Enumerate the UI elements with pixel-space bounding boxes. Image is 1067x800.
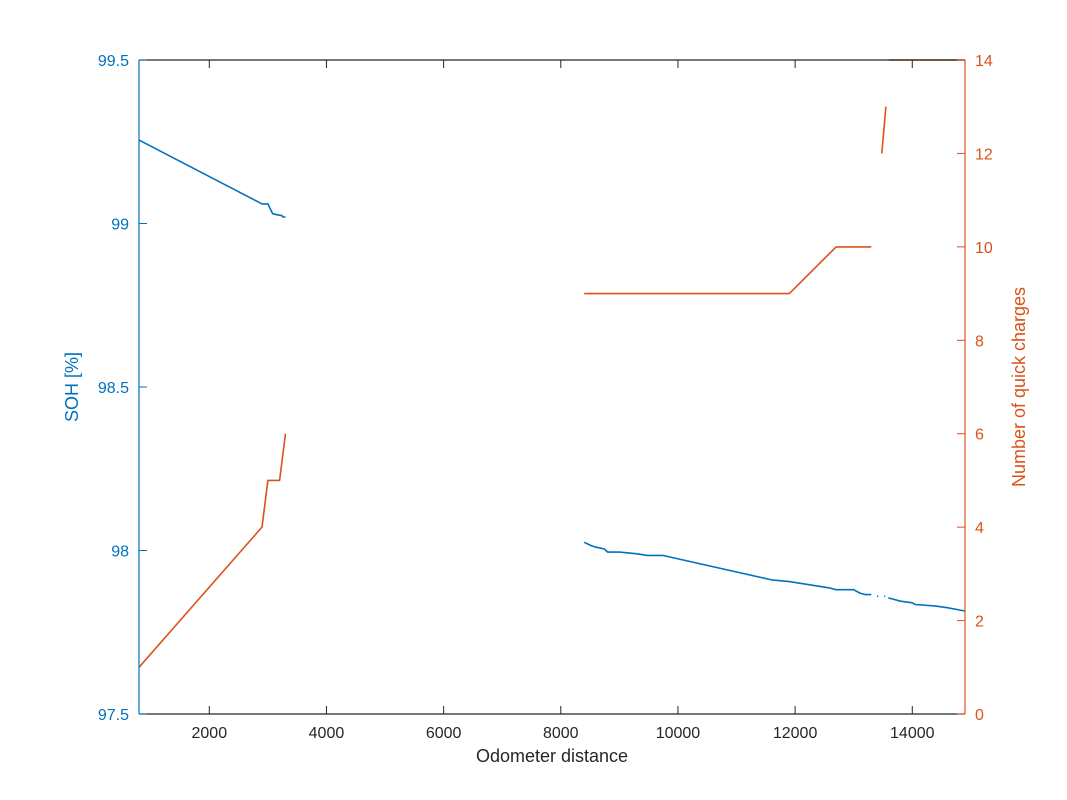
x-axis-label: Odometer distance [476,746,628,766]
y-left-tick-label: 99.5 [98,53,129,70]
y-right-axis-label: Number of quick charges [1009,287,1029,487]
y-left-tick-label: 98 [111,544,129,561]
y-right-tick-label: 6 [975,427,984,444]
x-axis-ticks: 2000 4000 6000 8000 10000 12000 14000 [192,60,935,742]
soh-line-segment-4 [888,597,966,612]
y-right-tick-label: 12 [975,146,993,163]
y-left-tick-label: 97.5 [98,707,129,724]
y-left-axis-label: SOH [%] [62,352,82,422]
x-tick-label: 14000 [890,725,935,742]
plot-area [139,60,965,714]
quick-charges-line-segment-2 [881,106,887,154]
y-right-tick-label: 0 [975,707,984,724]
y-left-tick-label: 99 [111,217,129,234]
y-right-tick-label: 4 [975,520,984,537]
y-right-axis-ticks: 0 2 4 6 8 10 12 14 [957,53,993,724]
y-left-axis-ticks: 97.5 98 98.5 99 99.5 [98,53,147,724]
series-layer [138,59,966,668]
quick-charges-line-segment-1 [584,246,872,295]
x-tick-label: 12000 [773,725,818,742]
y-right-tick-label: 14 [975,53,993,70]
y-right-tick-label: 2 [975,614,984,631]
y-right-tick-label: 10 [975,240,993,257]
y-right-tick-label: 8 [975,333,984,350]
y-left-tick-label: 98.5 [98,380,129,397]
soh-line-segment-1 [583,541,872,596]
x-tick-label: 8000 [543,725,579,742]
x-tick-label: 2000 [192,725,228,742]
x-tick-label: 10000 [656,725,701,742]
x-tick-label: 4000 [309,725,345,742]
soh-line-segment-0 [138,139,286,218]
quick-charges-line-segment-0 [138,433,287,668]
x-tick-label: 6000 [426,725,462,742]
